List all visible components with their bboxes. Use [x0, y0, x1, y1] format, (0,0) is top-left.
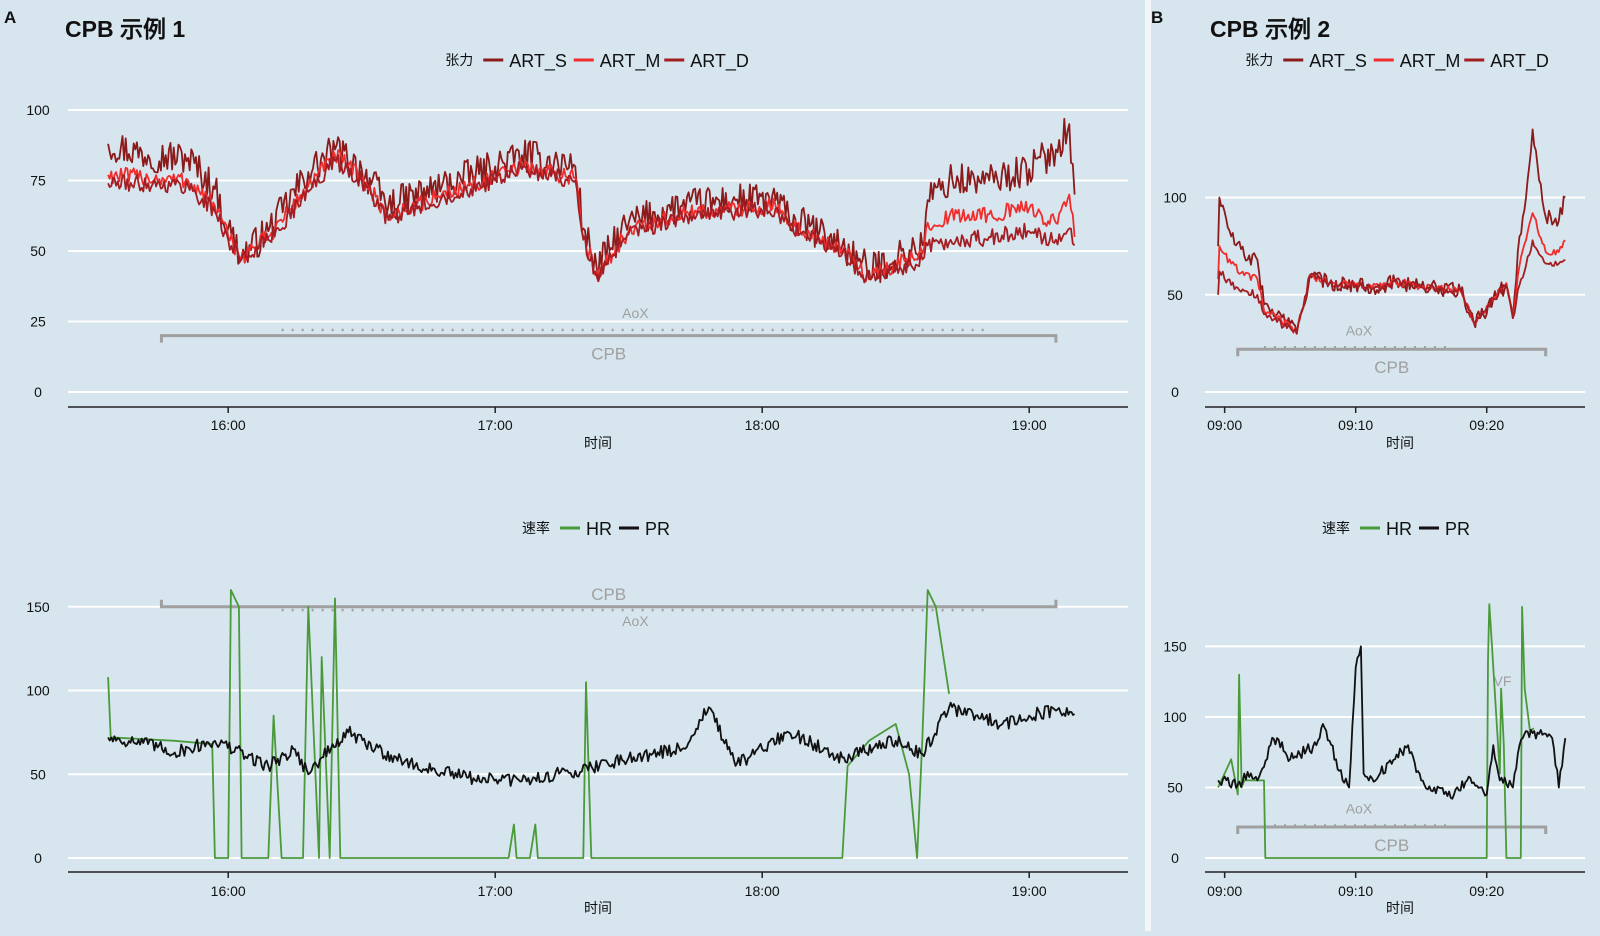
legend-label: ART_D — [690, 51, 749, 72]
cpb-bracket — [1236, 825, 1548, 834]
x-tick-label: 16:00 — [211, 883, 246, 899]
x-tick-label: 18:00 — [745, 417, 780, 433]
x-axis-title-b-rate: 时间 — [1386, 900, 1414, 916]
y-tick-label: 150 — [26, 599, 50, 615]
cpb-bracket — [1236, 347, 1548, 357]
chart-B-rate: 0 50 100 150 09:00 09:10 09:20 CPB AoX VF 速率 HR PR — [1163, 519, 1585, 899]
x-tick-label: 09:00 — [1207, 417, 1242, 433]
legend-label: HR — [1386, 519, 1412, 539]
series-line-hr — [107, 589, 950, 859]
legend-title: 张力 — [1245, 52, 1273, 68]
x-tick-label: 18:00 — [745, 883, 780, 899]
legend-label: PR — [1445, 519, 1470, 539]
x-axis-title-a-pressure: 时间 — [584, 435, 612, 451]
series-line-hr — [1217, 603, 1535, 859]
cpb-label: CPB — [591, 345, 626, 364]
cpb-label: CPB — [1374, 358, 1409, 377]
x-axis-title-b-pressure: 时间 — [1386, 435, 1414, 451]
series-line-art-s — [1217, 128, 1566, 335]
panel-letter-a: A — [4, 8, 16, 27]
x-tick-label: 17:00 — [478, 883, 513, 899]
panel-title-b: CPB 示例 2 — [1210, 16, 1330, 42]
legend: 张力 ART_S ART_M ART_D — [445, 51, 749, 72]
y-tick-label: 0 — [1171, 850, 1179, 866]
vf-label: VF — [1494, 673, 1512, 689]
y-tick-label: 0 — [34, 850, 42, 866]
legend-label: HR — [586, 519, 612, 539]
y-tick-label: 50 — [30, 766, 46, 782]
panel-letter-b: B — [1151, 8, 1163, 27]
chart-A-rate: 0 50 100 150 16:00 17:00 18:00 19:00 CPB AoX 速率 HR P… — [26, 519, 1128, 899]
cpb-bracket — [159, 334, 1058, 343]
chart-B-pressure: 0 50 100 09:00 09:10 09:20 CPB AoX 张力 ART_S ART_M A… — [1163, 51, 1585, 433]
aox-label: AoX — [622, 305, 649, 321]
legend-title: 张力 — [445, 52, 473, 68]
cpb-label: CPB — [1374, 836, 1409, 855]
legend-label: ART_S — [509, 51, 567, 72]
x-tick-label: 09:10 — [1338, 417, 1373, 433]
y-tick-label: 100 — [1163, 709, 1187, 725]
legend: 张力 ART_S ART_M ART_D — [1245, 51, 1549, 72]
y-tick-label: 0 — [34, 384, 42, 400]
y-tick-label: 25 — [30, 314, 46, 330]
legend-title: 速率 — [1322, 520, 1350, 536]
y-tick-label: 75 — [30, 173, 46, 189]
y-tick-label: 100 — [1163, 190, 1187, 206]
x-tick-label: 16:00 — [211, 417, 246, 433]
cpb-bracket — [159, 599, 1058, 609]
x-tick-label: 19:00 — [1012, 417, 1047, 433]
x-tick-label: 09:20 — [1469, 883, 1504, 899]
y-tick-label: 50 — [1167, 779, 1183, 795]
legend-label: PR — [645, 519, 670, 539]
legend-label: ART_S — [1309, 51, 1367, 72]
series-line-art-m — [107, 149, 1076, 283]
y-tick-label: 100 — [26, 102, 50, 118]
legend-label: ART_D — [1490, 51, 1549, 72]
series-line-pr — [107, 701, 1076, 787]
series-line-art-d — [1217, 239, 1566, 335]
aox-label: AoX — [622, 613, 649, 629]
panel-divider — [1145, 0, 1151, 931]
chart-A-pressure: 0 25 50 75 100 16:00 17:00 18:00 19:00 CPB AoX 张力 AR… — [26, 51, 1128, 433]
y-tick-label: 0 — [1171, 384, 1179, 400]
legend: 速率 HR PR — [1322, 519, 1470, 539]
x-tick-label: 09:20 — [1469, 417, 1504, 433]
series-line-pr — [1217, 645, 1567, 800]
x-tick-label: 17:00 — [478, 417, 513, 433]
series-line-art-s — [107, 117, 1076, 284]
legend-label: ART_M — [1400, 51, 1461, 72]
y-tick-label: 50 — [30, 243, 46, 259]
panel-title-a: CPB 示例 1 — [65, 16, 185, 42]
legend-label: ART_M — [600, 51, 661, 72]
charts-layer: 0 25 50 75 100 16:00 17:00 18:00 19:00 CPB AoX 张力 AR… — [26, 51, 1585, 899]
aox-label: AoX — [1346, 322, 1373, 338]
aox-label: AoX — [1346, 801, 1373, 817]
y-tick-label: 150 — [1163, 638, 1187, 654]
x-axis-title-a-rate: 时间 — [584, 900, 612, 916]
x-tick-label: 09:00 — [1207, 883, 1242, 899]
y-tick-label: 100 — [26, 683, 50, 699]
legend: 速率 HR PR — [522, 519, 670, 539]
x-tick-label: 09:10 — [1338, 883, 1373, 899]
cpb-label: CPB — [591, 585, 626, 604]
legend-title: 速率 — [522, 520, 550, 536]
series-line-art-d — [107, 154, 1076, 284]
y-tick-label: 50 — [1167, 287, 1183, 303]
x-tick-label: 19:00 — [1012, 883, 1047, 899]
